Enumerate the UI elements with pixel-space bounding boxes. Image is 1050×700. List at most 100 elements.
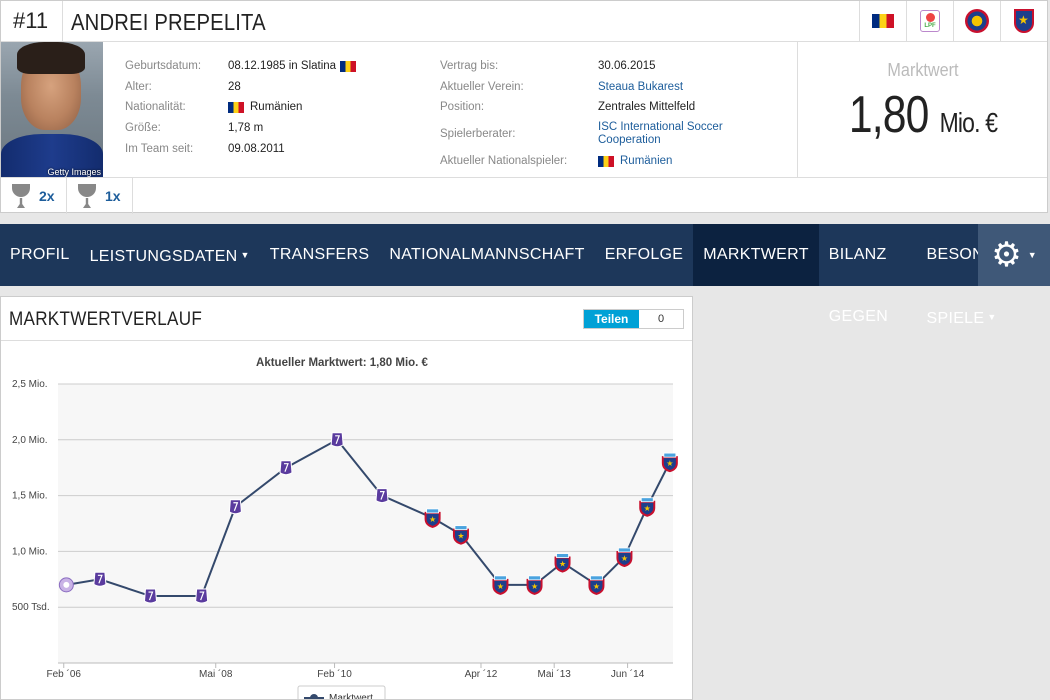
club-link[interactable]: Steaua Bukarest xyxy=(598,80,684,93)
x-tick-label: Mai ´13 xyxy=(538,668,572,680)
x-tick-label: Jun ´14 xyxy=(611,668,645,680)
info-label: Geburtsdatum: xyxy=(125,60,202,73)
y-tick-label: 2,0 Mio. xyxy=(12,435,48,446)
market-value-unit: Mio. € xyxy=(939,107,998,138)
trophy-count: 2x xyxy=(39,188,55,204)
nav-bilanz-gegen[interactable]: BILANZ GEGEN xyxy=(828,246,889,325)
data-point-marker[interactable] xyxy=(279,460,293,476)
shirt-number: #11 xyxy=(1,1,63,41)
caret-down-icon: ▼ xyxy=(240,250,250,260)
data-point-marker[interactable] xyxy=(143,588,158,604)
settings-menu[interactable]: ⚙ ▼ xyxy=(978,224,1050,286)
nav-leistungsdaten[interactable]: LEISTUNGSDATEN ▼ xyxy=(89,248,250,265)
svg-text:★: ★ xyxy=(559,560,566,569)
data-point-marker[interactable] xyxy=(58,577,74,593)
plot-area xyxy=(58,384,673,663)
data-point-marker[interactable] xyxy=(228,499,242,515)
data-point-marker[interactable]: ★ xyxy=(452,525,469,545)
data-point-marker[interactable]: ★ xyxy=(526,575,543,595)
data-point-marker[interactable]: ★ xyxy=(639,497,656,517)
y-tick-label: 1,0 Mio. xyxy=(12,546,48,557)
data-point-marker[interactable] xyxy=(375,488,389,504)
data-point-marker[interactable] xyxy=(330,432,344,448)
gear-icon: ⚙ xyxy=(991,236,1022,274)
data-point-marker[interactable]: ★ xyxy=(616,547,633,568)
nav-transfers[interactable]: TRANSFERS xyxy=(269,246,370,263)
trophy-item[interactable]: 1x xyxy=(67,178,133,214)
info-label: Nationalität: xyxy=(125,101,186,114)
y-tick-label: 2,5 Mio. xyxy=(12,379,48,390)
romania-flag-icon[interactable] xyxy=(859,1,906,41)
nav-erfolge[interactable]: ERFOLGE xyxy=(604,246,684,263)
x-tick-label: Apr ´12 xyxy=(465,668,498,680)
romania-flag-icon xyxy=(228,101,244,113)
data-point-marker[interactable]: ★ xyxy=(424,508,441,528)
title-row: #11 ANDREI PREPELITA LPF xyxy=(1,1,1047,42)
market-value-label: Marktwert xyxy=(887,60,959,80)
data-point-marker[interactable]: ★ xyxy=(492,575,509,595)
legend-label: Marktwert xyxy=(329,693,373,699)
data-point-marker[interactable] xyxy=(93,571,107,587)
info-label: Position: xyxy=(440,101,485,114)
trophy-icon xyxy=(77,184,97,208)
info-label: Alter: xyxy=(125,80,152,93)
share-button[interactable]: Teilen xyxy=(584,310,639,328)
y-tick-label: 500 Tsd. xyxy=(12,602,50,613)
data-point-marker[interactable]: ★ xyxy=(554,553,571,573)
nav-nationalmannschaft[interactable]: NATIONALMANNSCHAFT xyxy=(389,246,585,263)
svg-text:★: ★ xyxy=(531,582,538,591)
data-point-marker[interactable] xyxy=(195,588,209,604)
info-right: Vertrag bis: 30.06.2015 Aktueller Verein:… xyxy=(440,56,748,171)
data-point-marker[interactable]: ★ xyxy=(661,452,678,473)
svg-text:★: ★ xyxy=(497,582,504,591)
market-value-chart: Aktueller Marktwert: 1,80 Mio. € 500 Tsd.… xyxy=(12,357,678,699)
romania-flag-icon xyxy=(598,155,614,167)
badge-bar: LPF xyxy=(859,1,1047,41)
info-value: 09.08.2011 xyxy=(228,142,285,155)
info-value: 08.12.1985 in Slatina xyxy=(228,60,337,73)
frf-federation-icon[interactable] xyxy=(953,1,1000,41)
agent-link[interactable]: ISC International Soccer Cooperation xyxy=(598,121,723,147)
player-header: #11 ANDREI PREPELITA LPF Getty Images Ge… xyxy=(0,0,1048,214)
svg-text:★: ★ xyxy=(644,504,651,513)
market-value-number: 1,80 xyxy=(848,86,930,144)
nav-marktwert[interactable]: MARKTWERT xyxy=(693,224,819,286)
x-tick-label: Mai ´08 xyxy=(199,668,233,680)
svg-text:★: ★ xyxy=(621,554,628,563)
steaua-crest-icon[interactable] xyxy=(1000,1,1047,41)
info-label: Spielerberater: xyxy=(440,128,516,141)
svg-text:★: ★ xyxy=(593,582,600,591)
info-value: 1,78 m xyxy=(228,122,264,135)
caret-down-icon: ▼ xyxy=(1027,250,1037,260)
caret-down-icon: ▼ xyxy=(987,312,997,322)
data-point-marker[interactable]: ★ xyxy=(588,575,605,595)
info-value: Rumänien xyxy=(250,101,303,114)
x-tick-label: Feb ´06 xyxy=(47,668,82,680)
share-count: 0 xyxy=(639,310,683,328)
market-value-panel: MARKTWERTVERLAUF Teilen 0 Aktueller Mark… xyxy=(0,296,693,700)
main-nav: PROFIL LEISTUNGSDATEN ▼ TRANSFERS NATIONA… xyxy=(0,224,1050,327)
lpf-league-icon[interactable]: LPF xyxy=(906,1,953,41)
panel-title: MARKTWERTVERLAUF xyxy=(9,309,203,330)
national-team-link[interactable]: Rumänien xyxy=(620,155,673,168)
romania-flag-icon xyxy=(340,60,357,72)
svg-text:★: ★ xyxy=(457,532,464,541)
trophy-icon xyxy=(11,184,31,208)
chart-title: Aktueller Marktwert: 1,80 Mio. € xyxy=(256,357,429,369)
trophy-count: 1x xyxy=(105,188,121,204)
market-value-amount: 1,80 Mio. € xyxy=(821,87,1026,151)
info-left: Geburtsdatum: 08.12.1985 in Slatina Alter… xyxy=(125,56,357,159)
info-label: Vertrag bis: xyxy=(440,60,499,73)
panel-header: MARKTWERTVERLAUF Teilen 0 xyxy=(1,297,692,341)
nav-profil[interactable]: PROFIL xyxy=(10,246,70,263)
share-widget: Teilen 0 xyxy=(583,309,684,329)
info-label: Größe: xyxy=(125,122,161,135)
trophy-row: 2x 1x xyxy=(1,177,1047,214)
info-value: 28 xyxy=(228,80,241,93)
svg-text:★: ★ xyxy=(429,515,436,524)
info-value: Zentrales Mittelfeld xyxy=(598,101,696,114)
trophy-item[interactable]: 2x xyxy=(1,178,67,214)
info-label: Aktueller Nationalspieler: xyxy=(440,155,568,168)
photo-credit: Getty Images xyxy=(47,167,101,177)
chart-legend[interactable] xyxy=(297,685,386,699)
